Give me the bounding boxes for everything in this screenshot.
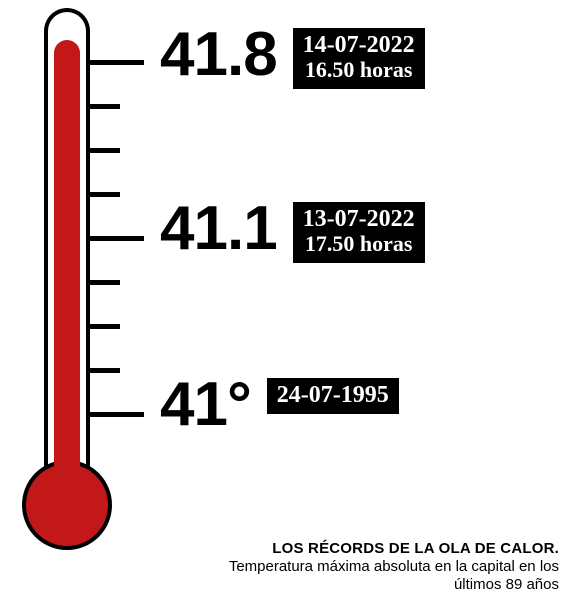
thermometer-bulb-join: [54, 458, 80, 478]
caption: LOS RÉCORDS DE LA OLA DE CALOR. Temperat…: [199, 540, 559, 596]
thermometer-tick: [90, 280, 120, 285]
thermometer-tick: [90, 412, 144, 417]
caption-title: LOS RÉCORDS DE LA OLA DE CALOR.: [272, 540, 559, 557]
temperature-value: 41.1: [160, 198, 277, 260]
thermometer-tick: [90, 60, 144, 65]
temperature-value: 41.8: [160, 24, 277, 86]
date-text: 13-07-2022: [303, 206, 415, 232]
reading-row: 41° 24-07-1995: [160, 374, 399, 436]
thermometer-tick: [90, 148, 120, 153]
temperature-value: 41°: [160, 374, 251, 436]
date-badge: 14-07-2022 16.50 horas: [293, 28, 425, 89]
thermometer-tick: [90, 192, 120, 197]
reading-row: 41.8 14-07-2022 16.50 horas: [160, 24, 425, 89]
thermometer-tick: [90, 368, 120, 373]
date-badge: 13-07-2022 17.50 horas: [293, 202, 425, 263]
date-badge: 24-07-1995: [267, 378, 399, 414]
thermometer-tick: [90, 236, 144, 241]
thermometer-fill: [54, 40, 80, 490]
time-text: 17.50 horas: [303, 232, 415, 256]
reading-row: 41.1 13-07-2022 17.50 horas: [160, 198, 425, 263]
caption-subtitle: Temperatura máxima absoluta en la capita…: [229, 558, 559, 594]
thermometer-tick: [90, 104, 120, 109]
thermometer-tick: [90, 324, 120, 329]
time-text: 16.50 horas: [303, 58, 415, 82]
date-text: 24-07-1995: [277, 382, 389, 408]
infographic-canvas: 41.8 14-07-2022 16.50 horas 41.1 13-07-2…: [0, 0, 577, 613]
date-text: 14-07-2022: [303, 32, 415, 58]
